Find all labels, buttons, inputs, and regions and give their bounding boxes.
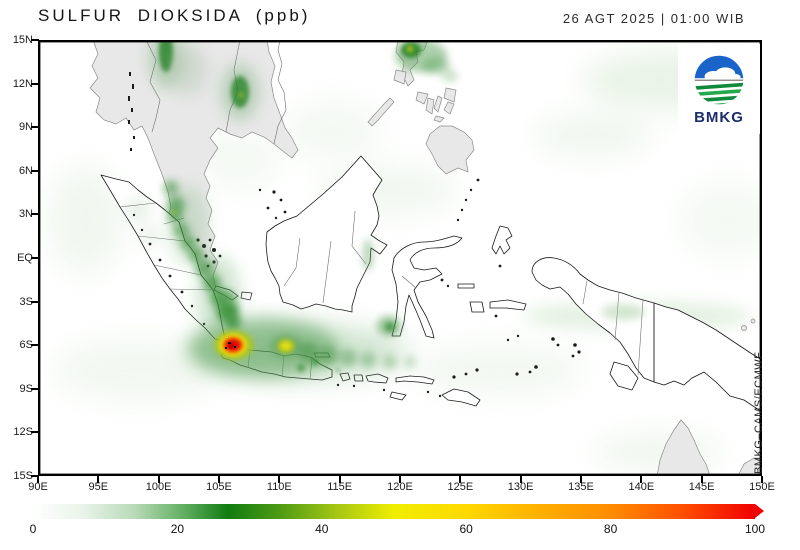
map-frame bbox=[38, 40, 762, 476]
lon-label: 100E bbox=[145, 481, 172, 493]
lat-tick bbox=[31, 39, 39, 41]
bmkg-logo-label: BMKG bbox=[694, 108, 744, 126]
lat-tick bbox=[31, 169, 39, 172]
lat-tick bbox=[31, 387, 39, 390]
lat-tick bbox=[31, 82, 39, 85]
lon-tick bbox=[37, 476, 39, 483]
lat-tick bbox=[31, 213, 39, 216]
map-canvas bbox=[38, 40, 762, 476]
lon-label: 145E bbox=[688, 481, 715, 493]
lon-tick bbox=[761, 476, 763, 483]
lon-tick bbox=[700, 476, 703, 483]
lon-tick bbox=[399, 476, 401, 483]
hotspot-markers bbox=[225, 342, 236, 349]
lon-label: 95E bbox=[88, 481, 109, 493]
bmkg-globe-icon bbox=[694, 55, 744, 104]
lat-label: 9N bbox=[18, 121, 33, 134]
colorbar-tick-label: 60 bbox=[459, 522, 473, 536]
colorbar-arrow-icon bbox=[755, 504, 764, 518]
mindanao-coastline bbox=[425, 125, 475, 175]
lat-label: 12S bbox=[13, 426, 33, 439]
lon-label: 140E bbox=[628, 481, 655, 493]
lat-label: 3N bbox=[18, 208, 33, 221]
lon-tick bbox=[218, 476, 220, 483]
lat-label: 3S bbox=[19, 295, 33, 308]
page-title: SULFUR DIOKSIDA (ppb) bbox=[38, 6, 311, 25]
lon-label: 110E bbox=[266, 481, 292, 493]
so2-plumes bbox=[128, 40, 645, 378]
palawan bbox=[367, 97, 395, 127]
colorbar-gradient bbox=[33, 504, 755, 519]
indonesia-land bbox=[100, 155, 762, 413]
lat-tick bbox=[31, 431, 39, 434]
lat-label: 12N bbox=[12, 77, 33, 90]
lon-tick bbox=[519, 476, 522, 483]
lat-label: 6N bbox=[18, 164, 33, 177]
lat-label: 15S bbox=[13, 470, 33, 482]
lat-label: EQ bbox=[17, 252, 33, 264]
lon-label: 135E bbox=[568, 481, 594, 493]
datetime-label: 26 AGT 2025 | 01:00 WIB bbox=[562, 11, 745, 26]
lon-tick bbox=[278, 476, 281, 483]
data-source-credit: BMKG–CAMS/ECMWF bbox=[753, 351, 765, 474]
lon-label: 105E bbox=[206, 481, 232, 493]
colorbar-tick-label: 40 bbox=[315, 522, 329, 536]
lat-tick bbox=[31, 126, 39, 129]
lon-label: 90E bbox=[28, 481, 48, 493]
australia-cape-york bbox=[656, 419, 711, 476]
small-islands bbox=[128, 72, 581, 398]
lat-label: 9S bbox=[19, 382, 33, 395]
colorbar-tick-label: 0 bbox=[29, 522, 37, 536]
lon-label: 150E bbox=[749, 481, 775, 493]
lon-tick bbox=[338, 476, 341, 483]
colorbar-tick-label: 100 bbox=[744, 522, 766, 536]
lat-tick bbox=[31, 257, 39, 259]
lat-label: 15N bbox=[12, 34, 33, 46]
colorbar-tick-label: 80 bbox=[603, 522, 618, 536]
lon-label: 115E bbox=[327, 481, 353, 493]
lon-tick bbox=[459, 476, 462, 483]
bmkg-logo: BMKG bbox=[678, 44, 760, 134]
lon-tick bbox=[580, 476, 582, 483]
papua-coastline bbox=[531, 257, 762, 413]
lat-tick bbox=[31, 300, 39, 303]
lat-tick bbox=[31, 475, 39, 477]
colorbar-tick-label: 20 bbox=[170, 522, 185, 536]
lat-label: 6S bbox=[19, 339, 33, 352]
lon-label: 130E bbox=[507, 481, 534, 493]
lon-tick bbox=[97, 476, 100, 483]
mindoro bbox=[393, 69, 407, 85]
halmahera bbox=[491, 225, 513, 255]
lon-tick bbox=[157, 476, 160, 483]
sulawesi-coastline bbox=[391, 235, 463, 339]
lon-label: 120E bbox=[387, 481, 413, 493]
lon-tick bbox=[640, 476, 643, 483]
lat-tick bbox=[31, 344, 39, 347]
lon-label: 125E bbox=[447, 481, 474, 493]
